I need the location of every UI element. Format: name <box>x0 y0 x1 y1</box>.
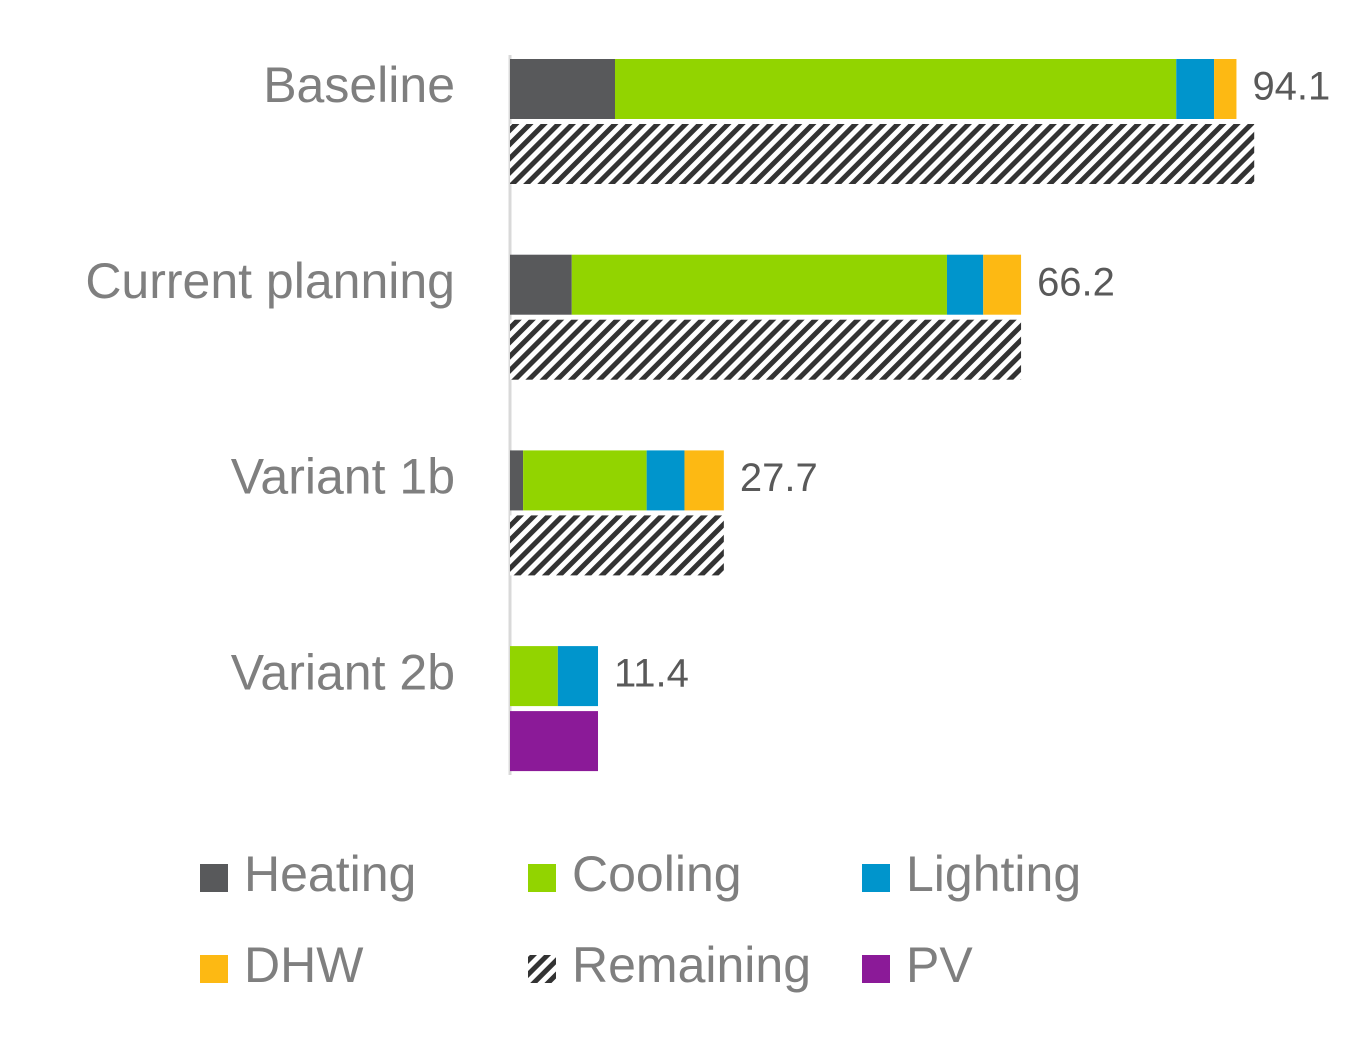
bar-segment <box>646 450 685 511</box>
legend-label: Lighting <box>906 846 1081 902</box>
total-label: 27.7 <box>740 456 818 500</box>
legend-label: Heating <box>244 846 416 902</box>
bar-segment <box>510 319 1022 380</box>
bar-segment <box>684 450 724 511</box>
bar-segment <box>510 646 558 707</box>
bar-segment <box>510 254 572 315</box>
bar-segment <box>510 711 599 772</box>
bar-segment <box>510 59 615 119</box>
category-label: Variant 2b <box>231 644 455 700</box>
category-label: Current planning <box>85 253 455 309</box>
legend-label: Cooling <box>572 846 742 902</box>
legend-swatch <box>862 955 890 983</box>
legend-swatch <box>862 864 890 892</box>
total-label: 66.2 <box>1037 260 1115 304</box>
category-label: Baseline <box>263 57 455 113</box>
bar-segment <box>983 254 1022 315</box>
legend-label: DHW <box>244 937 364 993</box>
category-label: Variant 1b <box>231 449 455 505</box>
bar-segment <box>510 450 524 511</box>
legend-swatch <box>528 864 556 892</box>
legend-swatch <box>200 864 228 892</box>
legend-swatch <box>200 955 228 983</box>
legend-label: Remaining <box>572 937 811 993</box>
bar-segment <box>571 254 947 315</box>
bar-segment <box>1176 59 1215 119</box>
bar-segment <box>557 646 599 707</box>
total-label: 94.1 <box>1252 65 1330 109</box>
legend-swatch <box>528 955 556 983</box>
bar-segment <box>1214 59 1237 119</box>
total-label: 11.4 <box>614 652 689 696</box>
bar-segment <box>946 254 984 315</box>
bar-segment <box>614 59 1177 119</box>
bar-segment <box>510 515 724 576</box>
legend-label: PV <box>906 937 973 993</box>
bar-segment <box>523 450 647 511</box>
bar-segment <box>510 124 1255 184</box>
